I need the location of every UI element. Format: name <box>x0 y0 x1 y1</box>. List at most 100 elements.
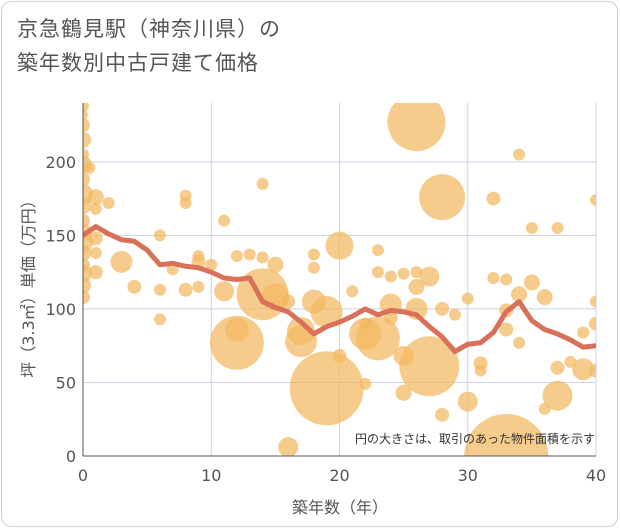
bubble <box>395 384 412 401</box>
bubble <box>83 290 90 305</box>
bubble <box>89 202 102 215</box>
bubbles <box>83 103 596 456</box>
bubble <box>419 266 440 287</box>
bubble <box>542 380 573 411</box>
bubble <box>589 363 596 378</box>
bubble <box>551 222 564 235</box>
bubble <box>513 148 526 161</box>
bubble <box>513 336 526 349</box>
bubble <box>83 245 91 262</box>
bubble <box>127 279 142 294</box>
trend-line-group <box>83 224 596 355</box>
y-tick-label: 100 <box>45 300 76 319</box>
bubble <box>153 283 166 296</box>
bubble <box>88 231 103 246</box>
bubble <box>83 109 88 120</box>
bubble <box>278 437 299 456</box>
y-tick-label: 200 <box>45 153 76 172</box>
x-axis-label: 築年数（年） <box>292 498 388 517</box>
bubble <box>153 229 166 242</box>
y-tick-label: 50 <box>56 373 76 392</box>
bubble <box>399 336 460 397</box>
bubble <box>550 360 565 375</box>
bubble <box>209 315 264 370</box>
bubble <box>205 258 218 271</box>
bubble-size-note: 円の大きさは、取引のあった物件面積を示す <box>355 431 595 446</box>
bubble <box>572 358 595 381</box>
bubble <box>325 231 354 260</box>
bubble <box>474 364 487 377</box>
bubble <box>332 348 347 363</box>
bubble <box>230 249 243 262</box>
bubble <box>435 301 450 316</box>
bubble <box>419 174 466 221</box>
x-tick-label: 40 <box>586 466 606 485</box>
x-tick-label: 0 <box>78 466 88 485</box>
bubble <box>397 267 410 280</box>
bubble <box>87 189 104 206</box>
bubble <box>457 391 478 412</box>
bubble <box>523 274 540 291</box>
bubble <box>384 270 397 283</box>
chart-title: 京急鶴見駅（神奈川県）の 築年数別中古戸建て価格 <box>17 17 281 75</box>
bubble <box>289 351 364 426</box>
bubble <box>192 280 205 293</box>
bubble <box>267 256 284 273</box>
x-tick-label: 10 <box>201 466 221 485</box>
bubble <box>83 131 91 148</box>
bubble <box>500 273 513 286</box>
bubble <box>355 316 400 361</box>
y-tick-label: 150 <box>45 226 76 245</box>
bubble <box>464 414 549 456</box>
bubble <box>387 103 446 152</box>
bubble <box>371 266 384 279</box>
x-tick-label: 30 <box>458 466 478 485</box>
bubble <box>102 197 115 210</box>
bubble <box>83 118 90 133</box>
bubble <box>307 261 320 274</box>
bubble <box>256 251 269 264</box>
trend-line <box>83 224 596 355</box>
bubble <box>256 177 269 190</box>
tick-labels: 0 10 20 30 40 0 50 100 150 200 <box>45 153 606 485</box>
bubble <box>83 161 96 174</box>
bubble <box>179 197 192 210</box>
bubble <box>285 325 318 358</box>
bubble <box>435 407 450 422</box>
axes <box>82 103 596 457</box>
bubble <box>243 248 256 261</box>
bubble <box>83 197 91 214</box>
bubble <box>371 244 384 257</box>
bubble <box>89 247 102 260</box>
y-tick-label: 0 <box>66 447 76 466</box>
bubble <box>153 313 166 326</box>
bubble <box>110 250 133 273</box>
bubble <box>589 316 596 331</box>
bubble <box>88 265 103 280</box>
bubble <box>590 295 596 308</box>
bubble <box>525 222 538 235</box>
bubble <box>511 286 528 303</box>
bubble <box>346 285 359 298</box>
bubble <box>307 248 320 261</box>
bubble <box>383 310 398 325</box>
bubble <box>83 172 90 187</box>
bubble <box>536 289 553 306</box>
bubble <box>408 278 425 295</box>
bubble <box>499 322 514 337</box>
bubble <box>448 308 461 321</box>
bubble <box>359 377 372 390</box>
bubble <box>178 282 193 297</box>
y-axis-label: 坪（3.3㎡）単価（万円） <box>19 192 38 377</box>
bubble <box>310 295 343 328</box>
bubble <box>83 103 89 112</box>
bubble <box>83 277 91 294</box>
bubble <box>577 326 590 339</box>
bubble <box>461 292 474 305</box>
bubble <box>281 294 296 309</box>
x-tick-label: 20 <box>329 466 349 485</box>
bubble <box>218 214 231 227</box>
bubble <box>214 281 235 302</box>
bubble <box>487 272 500 285</box>
